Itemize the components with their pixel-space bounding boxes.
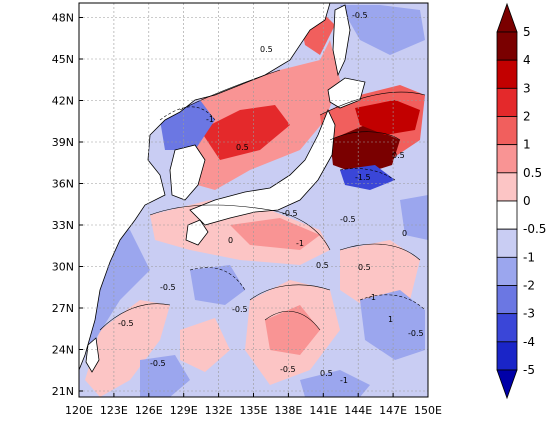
contour-label: 0.5 bbox=[358, 263, 371, 272]
korean-peninsula bbox=[169, 144, 206, 201]
colorbar-segment bbox=[496, 200, 518, 230]
colorbar-label: -0.5 bbox=[523, 222, 546, 236]
lon-tick-label: 120E bbox=[65, 404, 93, 417]
colorbar-segment bbox=[496, 31, 518, 61]
colorbar: 5 4 3 2 1 0.5 0 -0.5 -1 -2 -3 -4 -5 bbox=[496, 2, 546, 400]
contour-label: -0.5 bbox=[408, 329, 424, 338]
lat-tick-label: 45N bbox=[52, 53, 74, 66]
colorbar-label: 5 bbox=[523, 25, 531, 39]
contour-label: 0.5 bbox=[260, 45, 273, 54]
contour-label: -0.5 bbox=[340, 215, 356, 224]
contour-lines bbox=[99, 69, 426, 331]
latitude-axis: 21N 24N 27N 30N 33N 36N 39N 42N 45N 48N bbox=[52, 12, 83, 398]
contour-label-layer: -0.5 -1 0.5 -1.5 0.5 0 -0.5 -0.5 -1 -0.5… bbox=[118, 11, 424, 385]
colorbar-segment bbox=[496, 313, 518, 343]
lat-tick-label: 24N bbox=[52, 344, 74, 357]
contour-label: -0.5 bbox=[232, 305, 248, 314]
graticule bbox=[79, 3, 428, 397]
lon-tick-label: 132E bbox=[205, 404, 233, 417]
contour-label: -0.5 bbox=[150, 359, 166, 368]
colorbar-segment bbox=[496, 341, 518, 371]
land-masses bbox=[79, 3, 366, 373]
lat-tick-label: 42N bbox=[52, 95, 74, 108]
lat-tick-label: 21N bbox=[52, 385, 74, 398]
lon-tick-label: 129E bbox=[170, 404, 198, 417]
colorbar-max-arrow bbox=[496, 2, 518, 33]
lon-tick-label: 141E bbox=[309, 404, 337, 417]
contour-label: 0.5 bbox=[316, 261, 329, 270]
lon-tick-label: 126E bbox=[135, 404, 163, 417]
lat-tick-label: 36N bbox=[52, 178, 74, 191]
colorbar-label: 2 bbox=[523, 110, 531, 124]
colorbar-label: -5 bbox=[523, 363, 535, 377]
contour-label: -0.5 bbox=[282, 209, 298, 218]
colorbar-segment bbox=[496, 285, 518, 315]
colorbar-segment bbox=[496, 116, 518, 146]
lon-tick-label: 147E bbox=[379, 404, 407, 417]
colorbar-label: 3 bbox=[523, 81, 531, 95]
colorbar-label: 4 bbox=[523, 53, 531, 67]
colorbar-segment bbox=[496, 144, 518, 174]
colorbar-label: -4 bbox=[523, 335, 535, 349]
colorbar-label: 0 bbox=[523, 194, 531, 208]
colorbar-min-arrow bbox=[496, 369, 518, 400]
colorbar-segment bbox=[496, 87, 518, 117]
contour-label: -1 bbox=[206, 115, 214, 124]
contour-label: -1.5 bbox=[355, 173, 371, 182]
lat-tick-label: 33N bbox=[52, 219, 74, 232]
colorbar-label: -1 bbox=[523, 250, 535, 264]
colorbar-segment bbox=[496, 172, 518, 202]
taiwan bbox=[85, 337, 100, 373]
lon-tick-label: 138E bbox=[274, 404, 302, 417]
contour-label: -0.5 bbox=[280, 365, 296, 374]
longitude-axis: 120E 123E 126E 129E 132E 135E 138E 141E 144E 147E… bbox=[65, 393, 442, 417]
sakhalin bbox=[332, 4, 351, 77]
colorbar-segment bbox=[496, 228, 518, 258]
japan-honshu bbox=[189, 108, 336, 226]
contour-label: -0.5 bbox=[352, 11, 368, 20]
lon-tick-label: 135E bbox=[240, 404, 268, 417]
lat-tick-label: 39N bbox=[52, 136, 74, 149]
lat-tick-label: 27N bbox=[52, 302, 74, 315]
contour-label: 0 bbox=[402, 229, 407, 238]
contour-label: 0.5 bbox=[392, 151, 405, 160]
colorbar-segment bbox=[496, 59, 518, 89]
contour-label: 1 bbox=[388, 315, 393, 324]
lon-tick-label: 123E bbox=[100, 404, 128, 417]
colorbar-label: -3 bbox=[523, 307, 535, 321]
contour-label: -1 bbox=[368, 293, 376, 302]
contour-label: -0.5 bbox=[160, 283, 176, 292]
colorbar-label: 1 bbox=[523, 138, 531, 152]
map-plot-area: -0.5 -1 0.5 -1.5 0.5 0 -0.5 -0.5 -1 -0.5… bbox=[79, 3, 428, 397]
contour-label: -0.5 bbox=[118, 319, 134, 328]
lon-tick-label: 150E bbox=[414, 404, 442, 417]
colorbar-segment bbox=[496, 256, 518, 286]
colorbar-label: 0.5 bbox=[523, 166, 542, 180]
lon-tick-label: 144E bbox=[344, 404, 372, 417]
lat-tick-label: 48N bbox=[52, 12, 74, 25]
contour-label: 0.5 bbox=[236, 143, 249, 152]
colorbar-label: -2 bbox=[523, 279, 535, 293]
contour-label: 0 bbox=[228, 236, 233, 245]
japan-kyushu bbox=[185, 219, 209, 246]
contour-label: -1 bbox=[340, 376, 348, 385]
contour-label: 0.5 bbox=[320, 369, 333, 378]
contour-label: -1 bbox=[296, 239, 304, 248]
lat-tick-label: 30N bbox=[52, 261, 74, 274]
